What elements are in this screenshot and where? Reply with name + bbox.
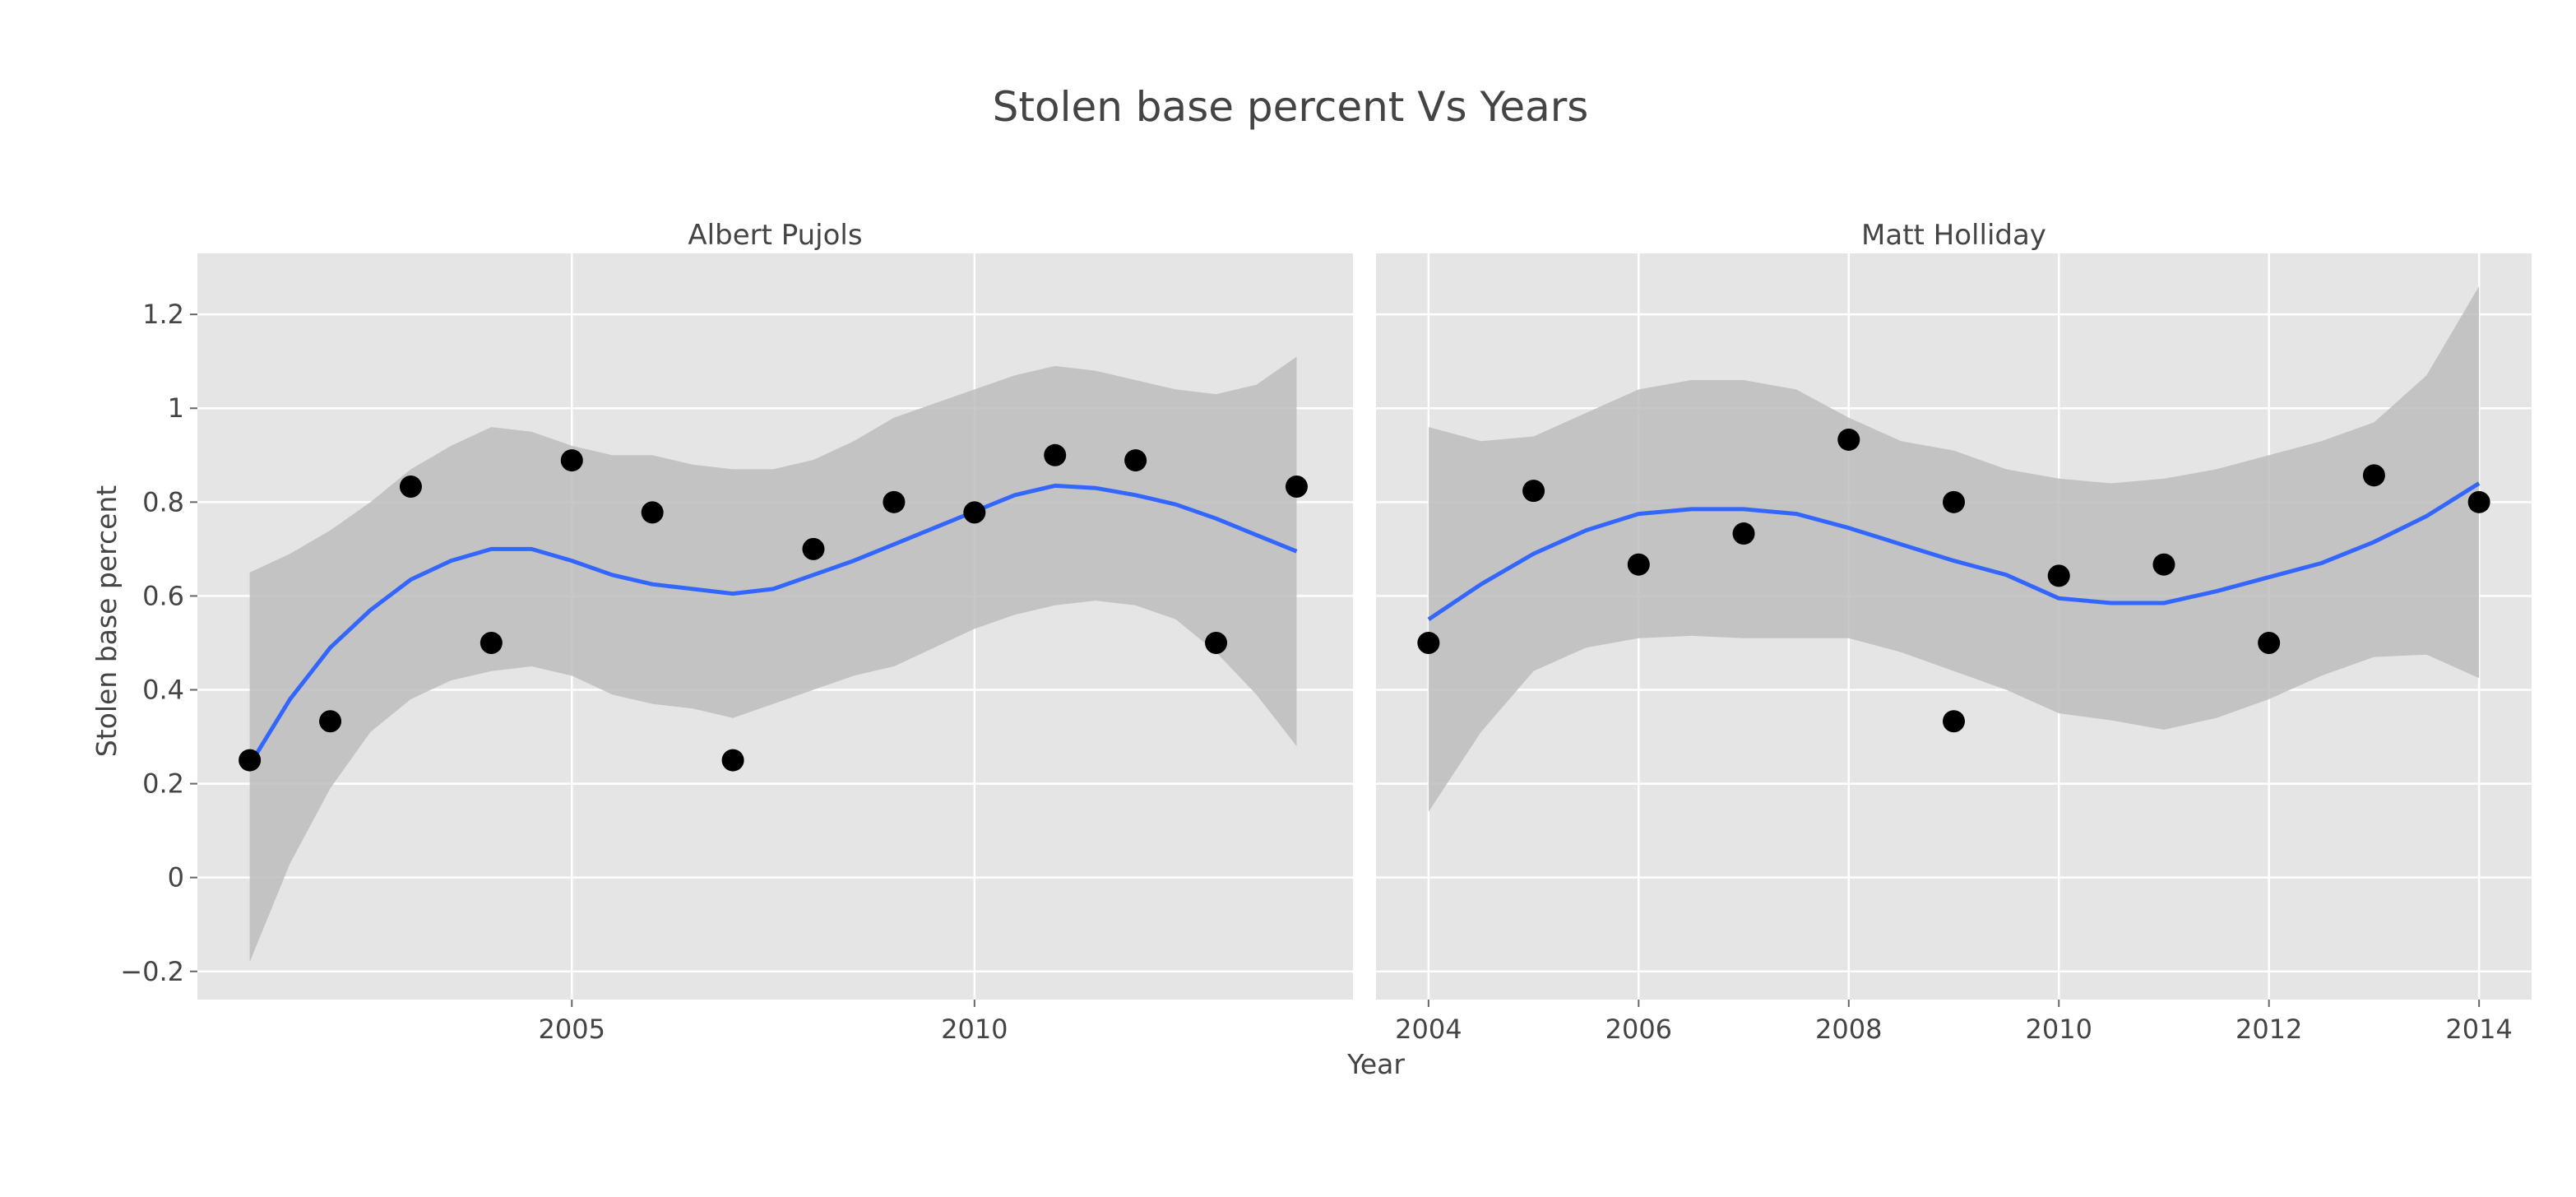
- facet-title: Matt Holliday: [1861, 219, 2046, 252]
- data-point: [1943, 490, 1965, 513]
- x-tick-label: 2006: [1605, 1014, 1672, 1045]
- data-point: [2152, 553, 2175, 576]
- data-point: [963, 501, 986, 524]
- y-tick-label: 0.8: [142, 486, 184, 517]
- data-point: [1124, 449, 1147, 472]
- data-point: [319, 710, 342, 733]
- data-point: [560, 449, 583, 472]
- y-tick-label: 0.2: [142, 768, 184, 800]
- data-point: [2047, 564, 2070, 587]
- y-axis-label: Stolen base percent: [90, 485, 123, 758]
- data-point: [1732, 522, 1755, 545]
- smooth-line: [1427, 481, 2481, 621]
- panels: −0.2 0 0.2 0.4 0.6 0.8 1 1.2 2005 2010 Albert Pujo…: [120, 219, 2532, 1045]
- data-point: [2362, 464, 2385, 487]
- data-point: [1417, 631, 1440, 654]
- data-point: [802, 537, 825, 560]
- data-point: [1044, 443, 1067, 466]
- x-tick-label: 2005: [539, 1014, 605, 1045]
- x-tick-label: 2008: [1815, 1014, 1882, 1045]
- y-tick-label: 1.2: [142, 299, 184, 330]
- x-tick-label: 2004: [1395, 1014, 1462, 1045]
- x-tick-label: 2010: [2026, 1014, 2092, 1045]
- data-point: [1205, 631, 1228, 654]
- data-point: [2258, 631, 2281, 654]
- data-point: [1522, 480, 1545, 503]
- x-tick-label: 2012: [2235, 1014, 2302, 1045]
- x-tick-label: 2014: [2445, 1014, 2512, 1045]
- y-tick-label: 0.4: [142, 675, 184, 706]
- y-tick-label: 0.6: [142, 580, 184, 611]
- data-point: [1285, 476, 1308, 499]
- facet-title: Albert Pujols: [688, 219, 862, 252]
- x-tick-label: 2010: [941, 1014, 1008, 1045]
- panel-0: −0.2 0 0.2 0.4 0.6 0.8 1 1.2 2005 2010 Albert Pujo…: [120, 219, 1353, 1045]
- chart-title: Stolen base percent Vs Years: [993, 83, 1589, 131]
- y-tick-label: −0.2: [120, 956, 184, 987]
- confidence-band: [1428, 285, 2480, 812]
- data-point: [1943, 710, 1965, 733]
- smooth-line: [248, 483, 1298, 767]
- x-axis-label: Year: [1346, 1048, 1405, 1080]
- data-point: [1627, 553, 1650, 576]
- data-point: [2467, 490, 2490, 513]
- y-tick-label: 1: [168, 392, 184, 424]
- data-point: [883, 490, 906, 513]
- data-point: [721, 749, 744, 772]
- data-point: [399, 476, 422, 499]
- confidence-band: [249, 356, 1297, 963]
- data-point: [239, 749, 262, 772]
- y-tick-label: 0: [168, 862, 184, 893]
- data-point: [1837, 428, 1860, 451]
- data-point: [641, 501, 664, 524]
- data-point: [480, 631, 503, 654]
- panel-1: 2004 2006 2008 2010 2012 2014 Matt Holliday: [1376, 219, 2532, 1045]
